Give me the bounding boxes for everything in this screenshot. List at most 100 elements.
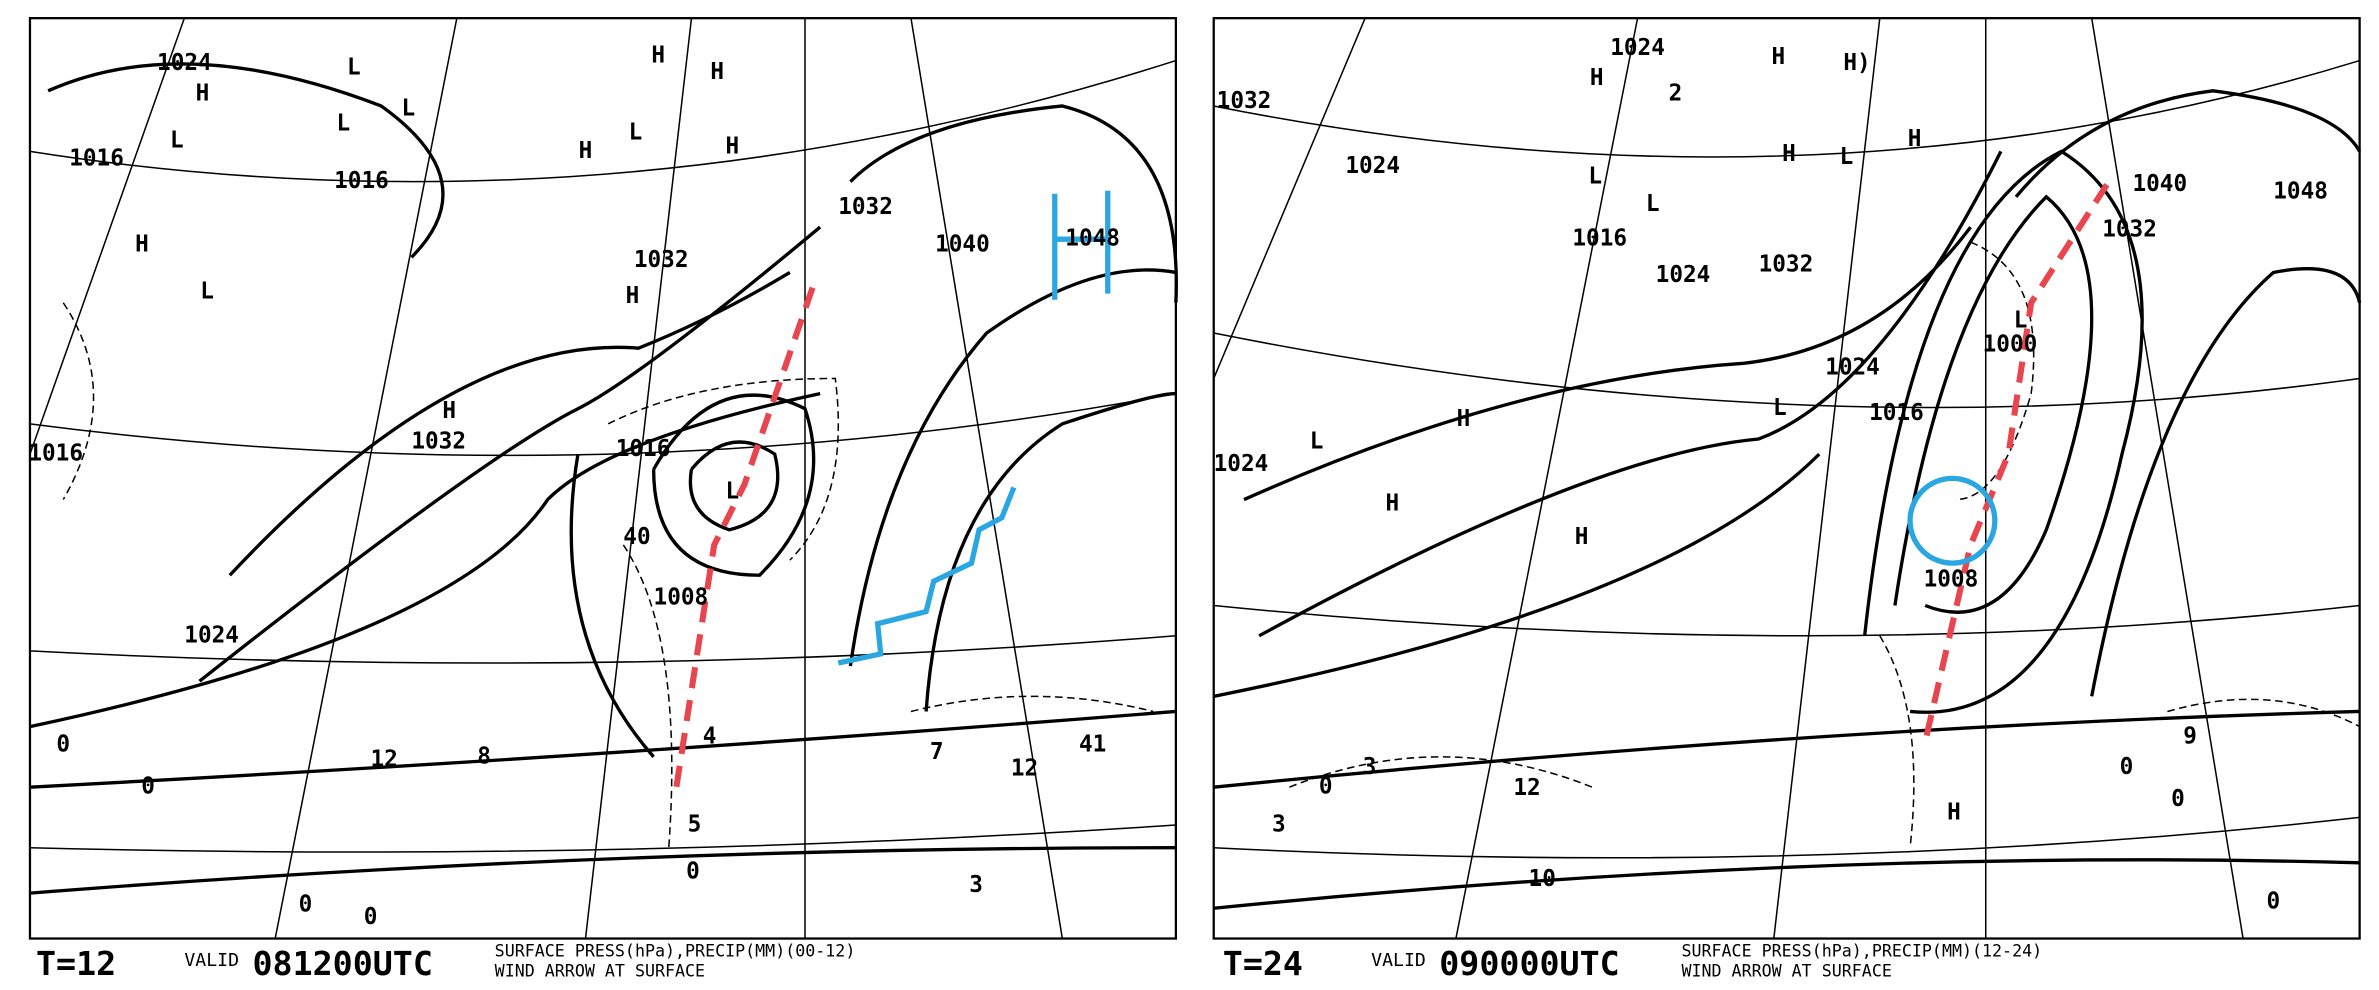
map-label: 12 [1011,755,1038,781]
map-label: 3 [1363,754,1377,780]
map-label: L [402,95,416,121]
map-label: 1024 [157,50,212,76]
valid-time: 090000UTC [1439,944,1619,983]
map-label: 1024 [1214,451,1269,477]
map-label: 12 [371,746,398,772]
map-label: 12 [1513,775,1540,801]
map-label: 0 [1319,774,1333,800]
map-label: 1032 [1759,251,1814,277]
map-label: H [1772,44,1786,70]
map-label: L [629,120,643,146]
map-label: H [1947,799,1961,825]
map-label: 1024 [1610,35,1665,61]
valid-label: VALID [1371,950,1426,971]
map-label: L [1773,395,1787,421]
map-label: L [200,279,214,305]
map-label: 0 [56,731,70,757]
map-label: H) [1843,50,1870,76]
map-label: 4 [703,724,717,750]
map-label: 2 [1669,80,1683,106]
blue-circle [1907,475,1998,566]
map-label: 0 [2120,754,2134,780]
map-label: H [1782,141,1796,167]
map-label: L [1840,144,1854,170]
product-desc: SURFACE PRESS(hPa),PRECIP(MM)(12-24) [1681,942,2042,961]
map-label: L [726,478,740,504]
map-label: L [2014,307,2028,333]
map-label: H [1590,65,1604,91]
map-label: 1032 [634,247,689,273]
map-label: 1040 [935,232,990,258]
map-label: 1024 [184,622,239,648]
map-label: H [1457,406,1471,432]
map-label: 0 [299,892,313,918]
map-label: 1016 [28,441,83,467]
product-desc: WIND ARROW AT SURFACE [495,961,705,980]
product-desc: WIND ARROW AT SURFACE [1681,961,1891,980]
valid-time: 081200UTC [252,944,432,983]
map-label: 1000 [1983,332,2038,358]
map-label: H [196,80,210,106]
frame [1212,17,2361,940]
map-label: H [726,133,740,159]
meridians [29,17,1064,939]
map-label: 0 [2171,786,2185,812]
isobars [29,62,1178,895]
map-label: 1024 [1825,354,1880,380]
map-label: 0 [686,858,700,884]
frame [28,17,1178,940]
left-panel [28,17,1178,940]
map-label: 5 [688,811,702,837]
precip-contours [1289,241,2360,848]
map-label: 1008 [654,584,709,610]
map-label: 8 [477,743,491,769]
map-label: H [135,232,149,258]
latitude-lines [29,59,1177,853]
map-label: 9 [2183,724,2197,750]
map-label: 1040 [2133,171,2188,197]
map-label: 1008 [1924,566,1979,592]
latitude-lines [1213,59,2360,859]
map-label: H [442,398,456,424]
map-label: 1024 [1656,262,1711,288]
forecast-step: T=24 [1223,944,1303,983]
map-label: H [710,59,724,85]
isobars [1213,89,2362,910]
map-label: 10 [1529,866,1556,892]
map-label: 3 [969,872,983,898]
low-isobars [651,393,816,577]
product-desc: SURFACE PRESS(hPa),PRECIP(MM)(00-12) [495,942,856,961]
map-label: 0 [141,774,155,800]
map-label: L [1588,164,1602,190]
map-label: 1032 [2102,217,2157,243]
map-label: 1032 [838,194,893,220]
map-label: 1032 [411,429,466,455]
map-label: 1016 [1572,226,1627,252]
map-label: H [1575,524,1589,550]
map-label: L [336,111,350,137]
map-label: L [1310,429,1324,455]
blue-annotation [1052,190,1111,300]
map-label: 41 [1079,731,1106,757]
blue-annotation [837,486,1017,666]
map-label: 7 [930,739,944,765]
map-label: 1048 [1065,226,1120,252]
meridians [1213,17,2244,939]
map-label: 1016 [334,168,389,194]
map-label: H [1386,491,1400,517]
forecast-step: T=12 [36,944,116,983]
map-label: L [347,55,361,81]
map-label: 1024 [1345,153,1400,179]
map-label: 0 [2267,889,2281,915]
map-label: 0 [364,904,378,930]
map-label: H [579,138,593,164]
valid-label: VALID [184,950,239,971]
map-label: 1032 [1217,88,1272,114]
right-panel [1212,17,2362,940]
map-label: 1016 [616,436,671,462]
map-label: H [1908,126,1922,152]
map-label: 40 [623,524,650,550]
map-label: 1016 [69,145,124,171]
